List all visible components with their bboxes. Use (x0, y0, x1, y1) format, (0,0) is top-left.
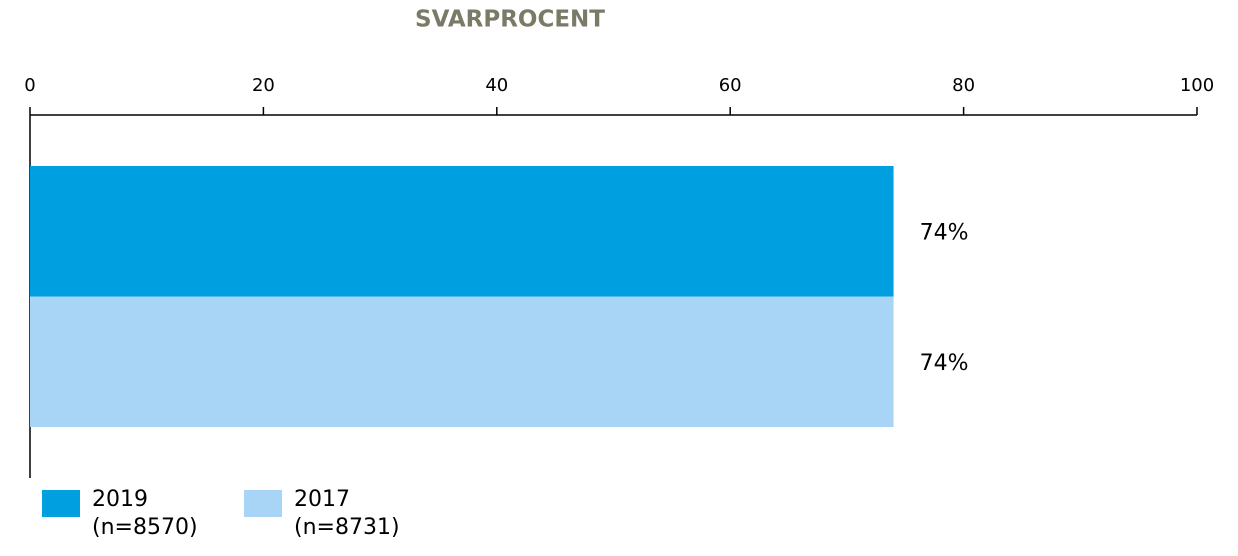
x-tick-label: 0 (24, 75, 35, 96)
x-tick-label: 40 (485, 75, 508, 96)
bar (30, 296, 894, 427)
data-label: 74% (920, 351, 969, 376)
legend-label: 2019 (n=8570) (92, 487, 198, 540)
x-tick-label: 20 (252, 75, 275, 96)
legend-swatch (244, 490, 282, 517)
x-tick-label: 60 (719, 75, 742, 96)
x-tick-label: 80 (952, 75, 975, 96)
x-tick-label: 100 (1180, 75, 1214, 96)
bar (30, 166, 894, 297)
chart-title: SVARPROCENT (415, 7, 605, 33)
data-label: 74% (920, 220, 969, 245)
legend-swatch (42, 490, 80, 517)
legend-label: 2017 (n=8731) (294, 487, 400, 540)
